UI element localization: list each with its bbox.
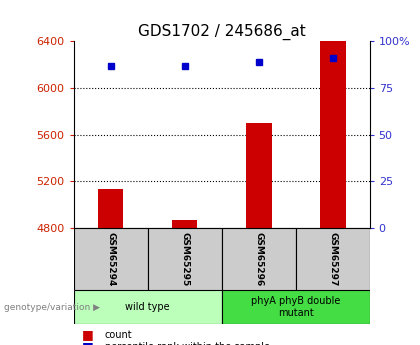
Text: GSM65294: GSM65294	[106, 231, 115, 286]
Text: ■: ■	[82, 340, 94, 345]
Bar	[74, 290, 222, 324]
Text: ■: ■	[82, 328, 94, 341]
Bar	[172, 219, 197, 228]
Bar	[147, 228, 222, 290]
Text: count: count	[105, 330, 133, 339]
Text: percentile rank within the sample: percentile rank within the sample	[105, 342, 270, 345]
Title: GDS1702 / 245686_at: GDS1702 / 245686_at	[138, 24, 305, 40]
Text: GSM65297: GSM65297	[328, 231, 337, 286]
Bar	[74, 228, 147, 290]
Bar	[296, 228, 370, 290]
Text: GSM65295: GSM65295	[180, 231, 189, 286]
Text: genotype/variation ▶: genotype/variation ▶	[4, 303, 100, 312]
Bar	[222, 290, 370, 324]
Text: GSM65296: GSM65296	[254, 231, 263, 286]
Bar	[246, 123, 271, 228]
Text: phyA phyB double
mutant: phyA phyB double mutant	[251, 296, 340, 318]
Bar	[320, 41, 346, 228]
Bar	[222, 228, 296, 290]
Text: wild type: wild type	[125, 302, 170, 312]
Bar	[97, 189, 123, 228]
